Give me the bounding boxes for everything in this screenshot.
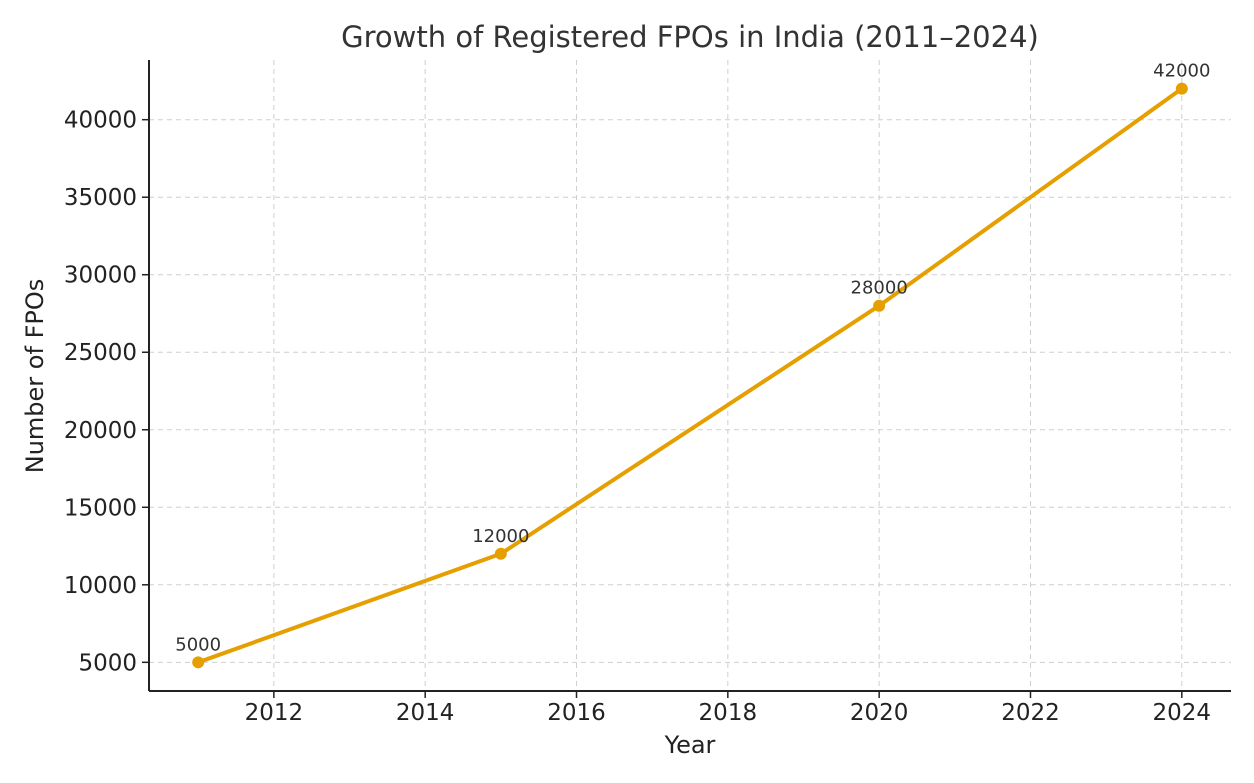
y-tick-label-40000: 40000 bbox=[64, 108, 137, 134]
x-tick-label-2016: 2016 bbox=[547, 700, 606, 726]
data-point-2011 bbox=[192, 656, 205, 669]
y-tick-label-10000: 10000 bbox=[64, 573, 137, 599]
y-tick-label-30000: 30000 bbox=[64, 263, 137, 289]
data-label-2020: 28000 bbox=[851, 278, 908, 299]
x-tick-label-2024: 2024 bbox=[1153, 700, 1212, 726]
y-tick-label-15000: 15000 bbox=[64, 495, 137, 521]
x-tick-label-2014: 2014 bbox=[396, 700, 455, 726]
data-point-2015 bbox=[494, 547, 507, 560]
data-point-2024 bbox=[1175, 82, 1188, 95]
y-tick-label-5000: 5000 bbox=[78, 650, 137, 676]
data-point-2020 bbox=[873, 299, 886, 312]
x-tick-label-2020: 2020 bbox=[850, 700, 909, 726]
axes bbox=[148, 60, 1231, 692]
grid-lines bbox=[149, 60, 1231, 691]
y-tick-label-20000: 20000 bbox=[64, 418, 137, 444]
series-line-0 bbox=[196, 86, 1184, 665]
y-axis-label: Number of FPOs bbox=[21, 279, 49, 473]
chart-title: Growth of Registered FPOs in India (2011… bbox=[341, 20, 1039, 54]
x-tick-label-2022: 2022 bbox=[1001, 700, 1060, 726]
x-axis-label: Year bbox=[664, 731, 716, 759]
tick-marks-and-labels: 2012 2014 2016 2018 2020 2022 2024 5000 10000 150… bbox=[64, 108, 1211, 726]
x-tick-label-2012: 2012 bbox=[245, 700, 304, 726]
data-label-2024: 42000 bbox=[1153, 61, 1210, 82]
data-label-2011: 5000 bbox=[175, 634, 221, 655]
data-labels: 5000 12000 28000 42000 bbox=[175, 61, 1210, 656]
data-label-2015: 12000 bbox=[472, 526, 529, 547]
x-tick-label-2018: 2018 bbox=[699, 700, 758, 726]
y-tick-label-25000: 25000 bbox=[64, 340, 137, 366]
y-tick-label-35000: 35000 bbox=[64, 185, 137, 211]
series-fpo-count bbox=[192, 82, 1188, 669]
